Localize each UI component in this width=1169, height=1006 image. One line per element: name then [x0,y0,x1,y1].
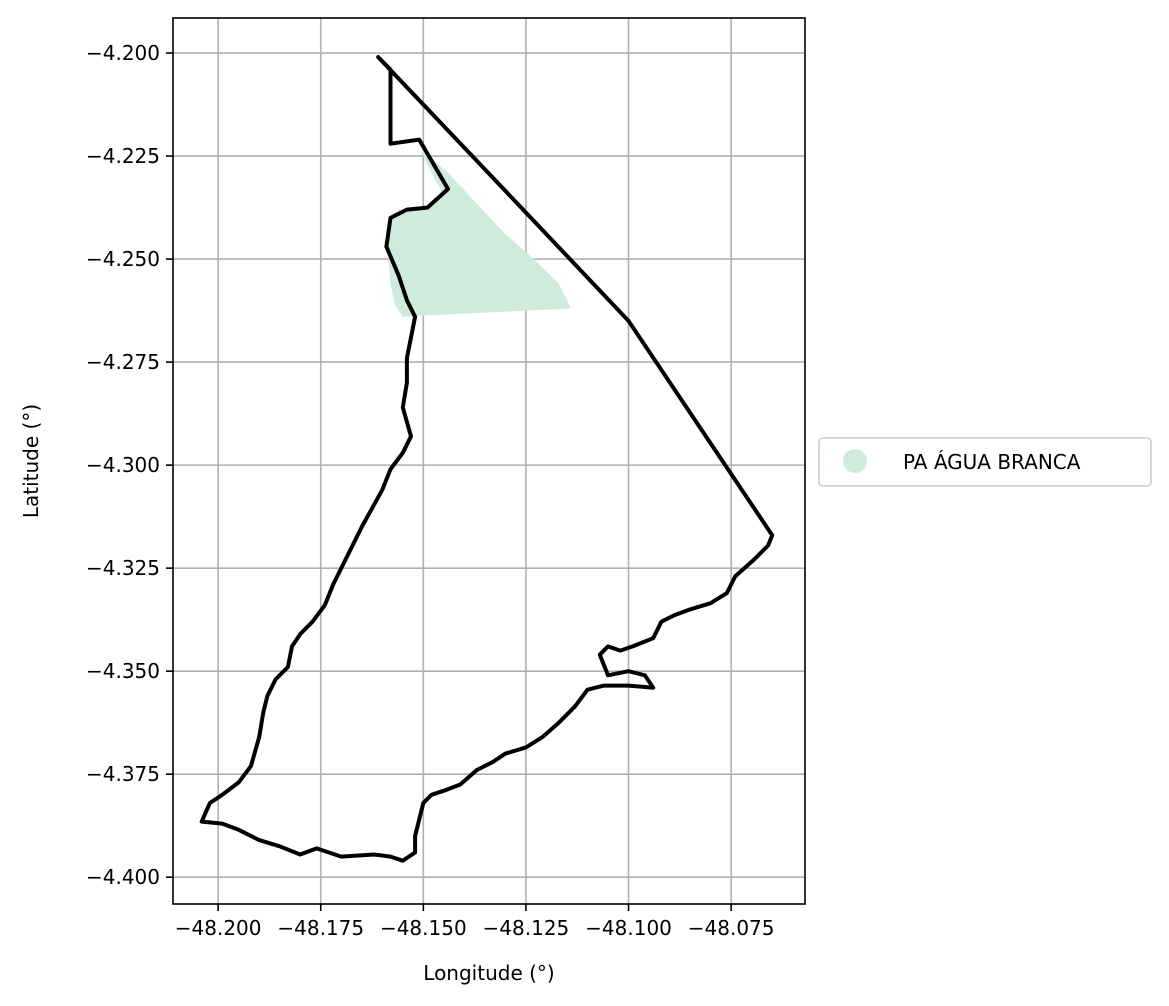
y-tick-label: −4.225 [86,144,160,168]
legend-label: PA ÁGUA BRANCA [903,450,1081,474]
x-tick-label: −48.125 [483,916,570,940]
x-tick-label: −48.200 [175,916,262,940]
municipality-boundary [199,55,775,863]
map-layers [199,55,775,863]
legend-box [818,437,1152,487]
x-tick-label: −48.100 [585,916,672,940]
x-axis-title: Longitude (°) [423,961,554,985]
plot-frame [172,17,806,905]
x-tick-label: −48.150 [380,916,467,940]
plot-background [173,18,805,904]
y-tick-label: −4.375 [86,762,160,786]
y-tick-label: −4.325 [86,556,160,580]
y-axis-title: Latitude (°) [19,404,43,518]
y-tick-label: −4.300 [86,453,160,477]
y-axis: −4.200 −4.225 −4.250 −4.275 −4.300 −4.325 −4.3… [86,41,173,889]
x-tick-label: −48.075 [688,916,775,940]
legend-marker [843,449,867,473]
y-tick-label: −4.400 [86,865,160,889]
x-tick-label: −48.175 [277,916,364,940]
grid-lines [173,18,805,904]
pa-agua-branca-area [386,139,572,317]
y-tick-label: −4.250 [86,247,160,271]
x-axis: −48.200 −48.175 −48.150 −48.125 −48.100 −48.0… [175,904,775,940]
y-tick-label: −4.350 [86,659,160,683]
legend: PA ÁGUA BRANCA [818,437,1152,487]
y-tick-label: −4.275 [86,350,160,374]
y-tick-label: −4.200 [86,41,160,65]
